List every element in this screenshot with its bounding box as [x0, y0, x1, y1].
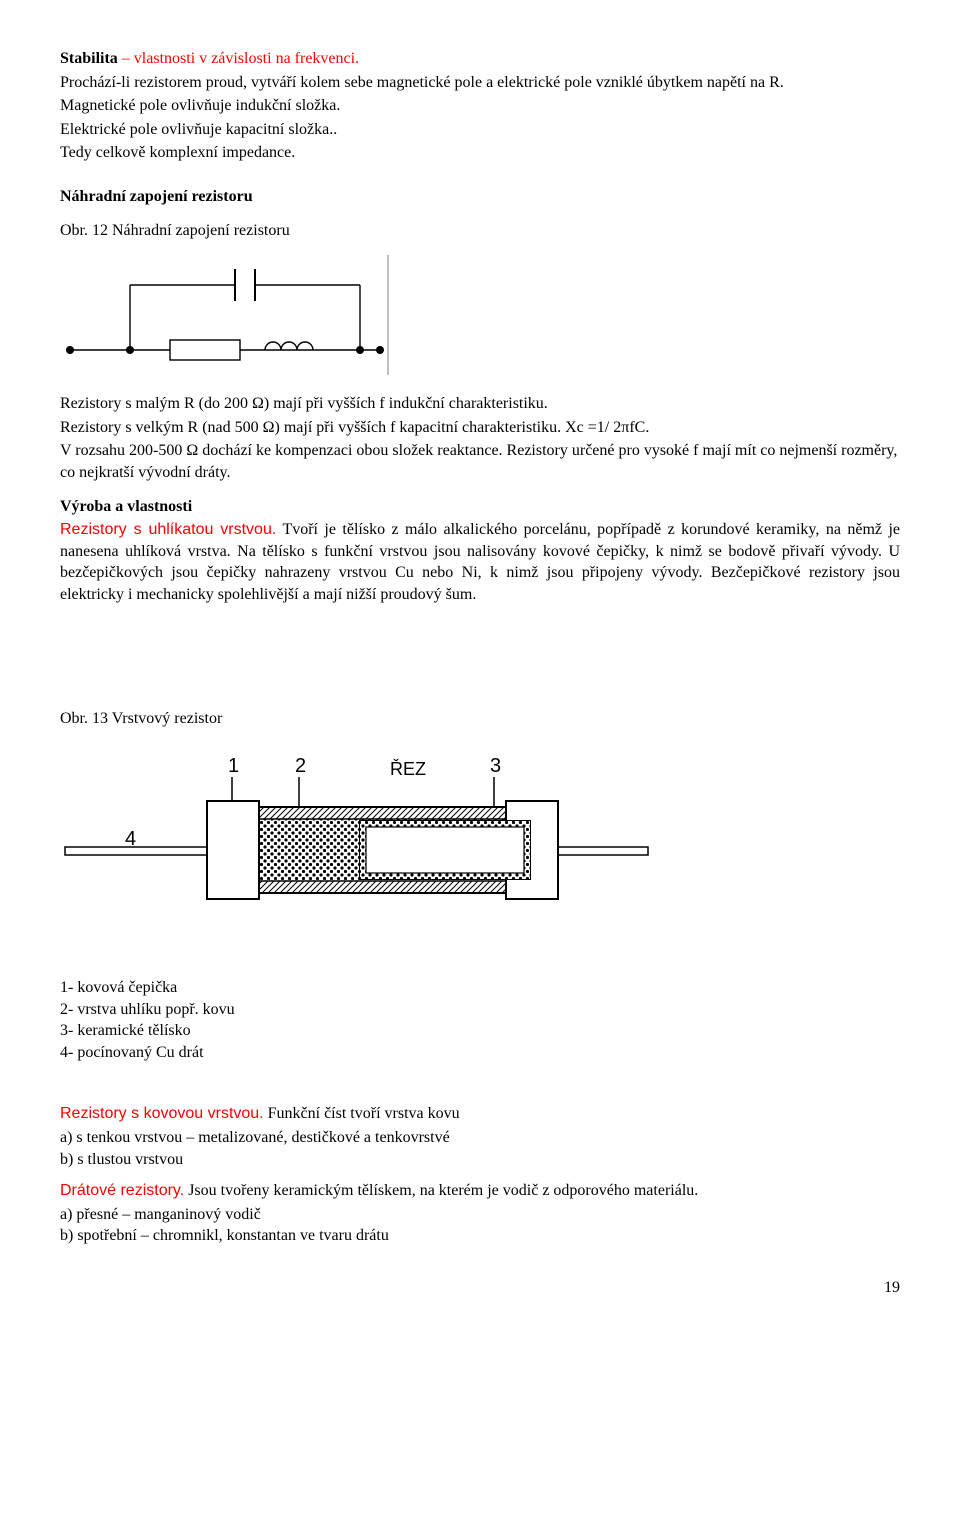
legend-2: 2- vrstva uhlíku popř. kovu — [60, 999, 900, 1021]
s3-h: Výroba a vlastnosti — [60, 496, 900, 518]
circuit-diagram — [60, 255, 390, 375]
s1-p2: Magnetické pole ovlivňuje indukční složk… — [60, 95, 900, 117]
legend-1: 1- kovová čepička — [60, 977, 900, 999]
s2-p1: Rezistory s malým R (do 200 Ω) mají při … — [60, 393, 900, 415]
s5-tail: Jsou tvořeny keramickým tělískem, na kte… — [184, 1182, 698, 1199]
s1-p1: Prochází-li rezistorem proud, vytváří ko… — [60, 72, 900, 94]
s3-lead: Rezistory s uhlíkatou vrstvou. — [60, 521, 276, 538]
s5-a: a) přesné – manganinový vodič — [60, 1204, 900, 1226]
legend-3: 3- keramické tělísko — [60, 1020, 900, 1042]
s3-body: Rezistory s uhlíkatou vrstvou. Tvoří je … — [60, 519, 900, 605]
s4-b: b) s tlustou vrstvou — [60, 1149, 900, 1171]
s1-p4: Tedy celkově komplexní impedance. — [60, 142, 900, 164]
s4-line: Rezistory s kovovou vrstvou. Funkční čís… — [60, 1103, 900, 1125]
s1-p3: Elektrické pole ovlivňuje kapacitní slož… — [60, 119, 900, 141]
label-1: 1 — [228, 755, 239, 777]
stability-red: – vlastnosti v závislosti na frekvenci. — [118, 50, 359, 67]
label-2: 2 — [295, 755, 306, 777]
stability-bold: Stabilita — [60, 50, 118, 67]
s1-h2: Náhradní zapojení rezistoru — [60, 186, 900, 208]
s4-tail: Funkční číst tvoří vrstva kovu — [264, 1105, 460, 1122]
s5-line: Drátové rezistory. Jsou tvořeny keramick… — [60, 1180, 900, 1202]
fig1-caption: Obr. 12 Náhradní zapojení rezistoru — [60, 220, 900, 242]
stability-heading: Stabilita – vlastnosti v závislosti na f… — [60, 48, 900, 70]
s4-lead: Rezistory s kovovou vrstvou. — [60, 1105, 264, 1122]
s5-lead: Drátové rezistory. — [60, 1182, 184, 1199]
label-3: 3 — [490, 755, 501, 777]
resistor-figure: 1 2 ŘEZ 3 4 — [60, 747, 650, 937]
legend-4: 4- pocínovaný Cu drát — [60, 1042, 900, 1064]
s4-a: a) s tenkou vrstvou – metalizované, dest… — [60, 1127, 900, 1149]
s5-b: b) spotřební – chromnikl, konstantan ve … — [60, 1225, 900, 1247]
s2-p3: V rozsahu 200-500 Ω dochází ke kompenzac… — [60, 440, 900, 483]
s2-p2: Rezistory s velkým R (nad 500 Ω) mají př… — [60, 417, 900, 439]
page-number: 19 — [60, 1277, 900, 1299]
label-rez: ŘEZ — [390, 759, 426, 779]
fig2-legend: 1- kovová čepička 2- vrstva uhlíku popř.… — [60, 977, 900, 1063]
fig2-caption: Obr. 13 Vrstvový rezistor — [60, 708, 900, 730]
